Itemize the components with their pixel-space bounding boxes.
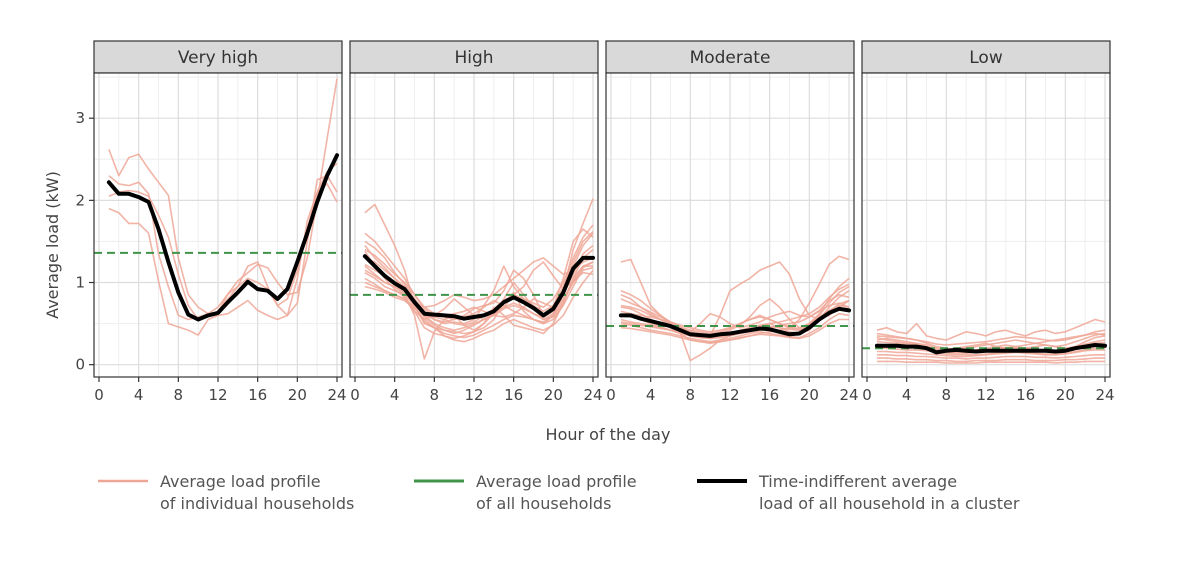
facet-title: Moderate bbox=[690, 48, 771, 68]
x-tick-label: 12 bbox=[208, 386, 227, 404]
x-tick-label: 16 bbox=[760, 386, 779, 404]
legend-label: load of all household in a cluster bbox=[759, 494, 1020, 513]
household-line bbox=[364, 224, 594, 325]
y-axis: 0 1 2 3 bbox=[75, 109, 94, 374]
x-tick-label: 20 bbox=[800, 386, 819, 404]
x-tick-label: 20 bbox=[288, 386, 307, 404]
legend-item-cluster: Time-indifferent average load of all hous… bbox=[697, 472, 1020, 513]
legend-label: Average load profile bbox=[160, 472, 321, 491]
facet-strip bbox=[349, 40, 599, 74]
facet-title: High bbox=[454, 48, 493, 68]
household-line bbox=[620, 298, 850, 335]
x-tick-label: 16 bbox=[504, 386, 523, 404]
household-line bbox=[876, 332, 1106, 351]
x-tick-label: 20 bbox=[544, 386, 563, 404]
facet-title: Very high bbox=[178, 48, 258, 68]
y-tick-label: 0 bbox=[75, 356, 85, 374]
x-tick-label: 16 bbox=[1016, 386, 1035, 404]
x-tick-label: 4 bbox=[134, 386, 144, 404]
household-line bbox=[876, 349, 1105, 358]
panel-very-high: Very high 0 4 8 12 16 20 24 bbox=[93, 40, 347, 404]
y-tick-label: 1 bbox=[75, 274, 85, 292]
y-axis-title: Average load (kW) bbox=[43, 171, 62, 319]
household-line bbox=[108, 78, 338, 315]
x-tick-label: 16 bbox=[248, 386, 267, 404]
x-axis-title: Hour of the day bbox=[546, 425, 671, 444]
household-line bbox=[876, 318, 1106, 341]
legend-item-all: Average load profile of all households bbox=[414, 472, 637, 513]
household-line bbox=[876, 357, 1105, 363]
y-tick-label: 2 bbox=[75, 191, 85, 209]
x-tick-label: 12 bbox=[720, 386, 739, 404]
facet-strip bbox=[861, 40, 1111, 74]
household-line bbox=[620, 312, 850, 343]
cluster-average-line bbox=[618, 306, 851, 338]
x-tick-label: 20 bbox=[1056, 386, 1075, 404]
legend-label: of all households bbox=[476, 494, 611, 513]
facet-title: Low bbox=[969, 48, 1003, 68]
household-line bbox=[364, 266, 594, 339]
cluster-average-line bbox=[362, 254, 595, 321]
facet-strip bbox=[605, 40, 855, 74]
legend-label: Average load profile bbox=[476, 472, 637, 491]
x-tick-label: 8 bbox=[686, 386, 696, 404]
x-tick-label: 4 bbox=[646, 386, 656, 404]
household-line bbox=[876, 360, 1105, 364]
cluster-average-line bbox=[106, 153, 339, 322]
facet-strip bbox=[93, 40, 343, 74]
household-line bbox=[364, 248, 594, 340]
x-tick-label: 24 bbox=[839, 386, 858, 404]
panel-high: High 0 4 8 12 16 20 24 bbox=[349, 40, 603, 404]
x-tick-label: 0 bbox=[606, 386, 616, 404]
x-tick-label: 8 bbox=[430, 386, 440, 404]
cluster-average-line bbox=[874, 343, 1107, 355]
x-tick-label: 24 bbox=[327, 386, 346, 404]
panel-low: Low 0 4 8 12 16 20 24 bbox=[861, 40, 1115, 404]
x-tick-label: 12 bbox=[464, 386, 483, 404]
legend-label: Time-indifferent average bbox=[758, 472, 957, 491]
x-tick-label: 12 bbox=[976, 386, 995, 404]
household-line bbox=[876, 353, 1105, 360]
panel-moderate: Moderate 0 4 8 12 16 20 24 bbox=[605, 40, 859, 404]
x-tick-label: 0 bbox=[862, 386, 872, 404]
x-tick-label: 24 bbox=[583, 386, 602, 404]
x-tick-label: 0 bbox=[350, 386, 360, 404]
x-tick-label: 24 bbox=[1095, 386, 1114, 404]
household-line bbox=[620, 318, 849, 344]
legend: Average load profile of individual househ… bbox=[98, 472, 1020, 513]
x-tick-label: 0 bbox=[94, 386, 104, 404]
x-tick-label: 4 bbox=[390, 386, 400, 404]
legend-label: of individual households bbox=[160, 494, 354, 513]
x-tick-label: 8 bbox=[942, 386, 952, 404]
x-tick-label: 4 bbox=[902, 386, 912, 404]
household-line bbox=[364, 257, 594, 309]
household-line bbox=[108, 174, 338, 321]
legend-item-individual: Average load profile of individual househ… bbox=[98, 472, 354, 513]
x-tick-label: 8 bbox=[174, 386, 184, 404]
y-tick-label: 3 bbox=[75, 109, 85, 127]
household-line bbox=[108, 183, 338, 336]
